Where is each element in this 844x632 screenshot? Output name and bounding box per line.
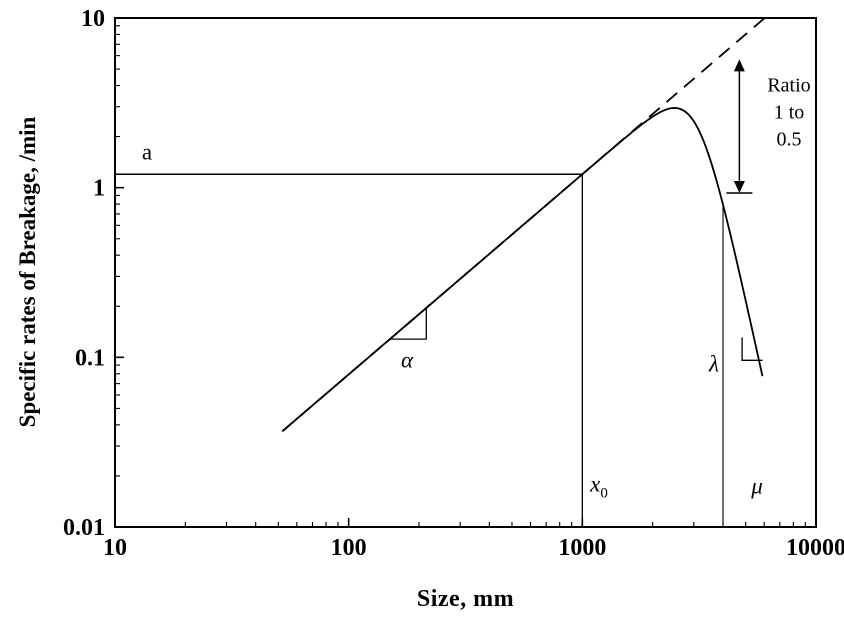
- alpha-slope-marker: [389, 307, 427, 340]
- y-tick-label: 10: [81, 6, 105, 32]
- annotation-ratio: Ratio 1 to 0.5: [762, 73, 817, 154]
- y-tick-label: 0.1: [75, 345, 105, 371]
- annotation-lambda: λ: [709, 351, 719, 377]
- y-tick-label: 1: [93, 176, 105, 202]
- annotation-alpha: α: [400, 347, 414, 373]
- plot-frame: [114, 17, 817, 528]
- lambda-slope-marker: [741, 337, 763, 361]
- y-tick-label: 0.01: [63, 515, 105, 541]
- x-axis-title: Size, mm: [416, 586, 515, 612]
- annotation-x0: x0: [590, 473, 608, 502]
- x-tick-label: 10: [103, 535, 127, 561]
- x-tick-label: 100: [331, 535, 367, 561]
- ratio-arrow-head-down: [733, 181, 745, 194]
- y-axis-title: Specific rates of Breakage, /min: [15, 116, 40, 428]
- annotation-x0-base: x: [590, 471, 601, 497]
- ratio-arrow-head-up: [733, 59, 745, 72]
- x-tick-label: 1000: [558, 535, 606, 561]
- breakage-rate-curve: [281, 107, 764, 432]
- annotation-mu: μ: [751, 473, 763, 499]
- annotation-ratio-line2: 1 to 0.5: [773, 101, 805, 151]
- annotation-a: a: [141, 139, 153, 165]
- x-tick-label: 10000: [786, 535, 844, 561]
- annotation-x0-sub: 0: [600, 485, 608, 502]
- annotation-ratio-line1: Ratio: [767, 74, 811, 97]
